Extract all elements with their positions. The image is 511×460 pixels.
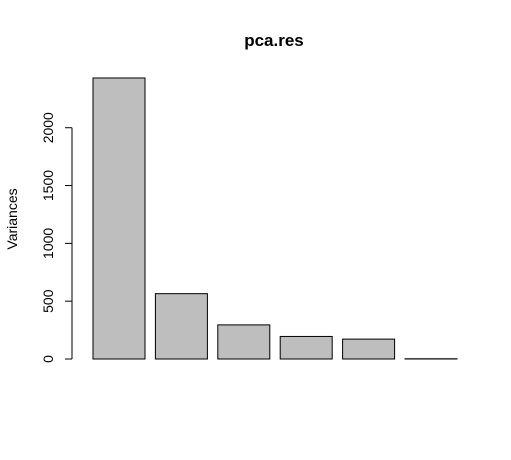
bar — [279, 335, 333, 360]
y-tick-label: 2000 — [40, 112, 56, 143]
bar — [217, 324, 271, 360]
y-tick-label: 500 — [40, 289, 56, 313]
chart-title: pca.res — [244, 31, 304, 50]
bar — [342, 338, 396, 360]
bars — [92, 77, 458, 360]
y-tick-label: 1000 — [40, 228, 56, 259]
bar — [154, 293, 208, 360]
y-axis: 0 500 1000 1500 2000 — [40, 112, 73, 363]
bar — [92, 77, 146, 360]
y-tick-label: 0 — [40, 355, 56, 363]
y-axis-label: Variances — [4, 188, 20, 249]
y-tick-label: 1500 — [40, 170, 56, 201]
